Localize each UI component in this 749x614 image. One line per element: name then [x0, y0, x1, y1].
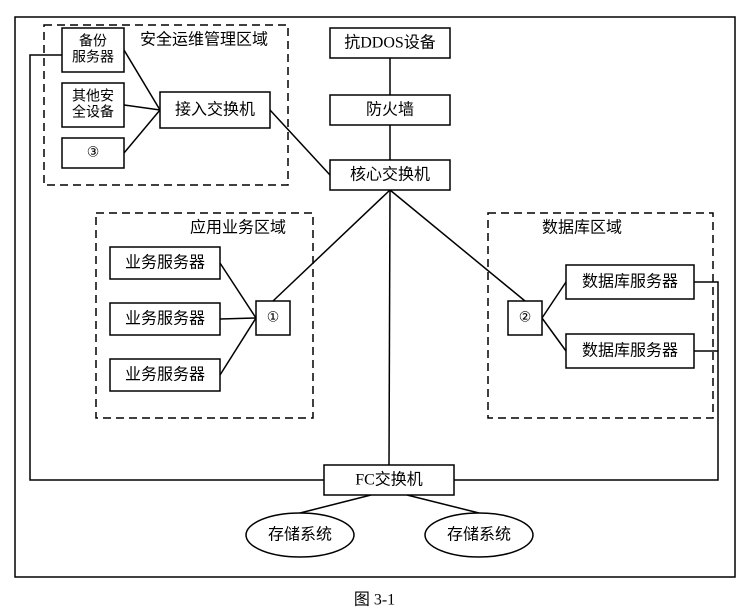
edge — [124, 110, 160, 153]
node-label-biz3: 业务服务器 — [125, 366, 205, 384]
figure-caption: 图 3-1 — [354, 592, 395, 609]
ellipse-label-stor1: 存储系统 — [268, 526, 332, 544]
node-label-db2: 数据库服务器 — [582, 342, 678, 360]
node-label-biz1: 业务服务器 — [125, 254, 205, 272]
node-label-firewall: 防火墙 — [366, 101, 414, 119]
node-label-n2: ② — [519, 311, 532, 326]
edge — [389, 190, 390, 465]
edge — [273, 190, 390, 301]
node-label-n1: ① — [267, 311, 280, 326]
zone-label-db: 数据库区域 — [542, 219, 622, 237]
edge — [542, 282, 566, 318]
edge — [220, 318, 256, 375]
ellipse-label-stor2: 存储系统 — [447, 526, 511, 544]
node-label-backup: 服务器 — [72, 50, 114, 66]
diagram-canvas: 安全运维管理区域应用业务区域 数据库区域 抗DDOS设备防火墙核心交换机 备份服务器其… — [0, 0, 749, 614]
node-label-db1: 数据库服务器 — [582, 273, 678, 291]
node-label-core_sw: 核心交换机 — [350, 166, 430, 184]
node-label-circ3: ③ — [87, 146, 100, 161]
node-label-backup: 备份 — [79, 33, 107, 50]
edge — [454, 282, 718, 480]
node-label-access_sw: 接入交换机 — [175, 101, 255, 119]
zone-label-app: 应用业务区域 — [190, 218, 286, 237]
edge — [220, 263, 256, 318]
edge — [542, 318, 566, 351]
node-label-anti_ddos: 抗DDOS设备 — [344, 34, 436, 52]
edge — [407, 495, 479, 513]
edge — [270, 110, 330, 175]
node-label-biz2: 业务服务器 — [125, 310, 205, 328]
edge — [124, 50, 160, 110]
edge — [390, 190, 525, 301]
edge — [300, 495, 371, 513]
edge — [220, 318, 256, 319]
node-label-other_sec: 全设备 — [72, 104, 114, 121]
node-label-other_sec: 其他安 — [72, 89, 114, 105]
edge — [124, 105, 160, 110]
zone-label-sec: 安全运维管理区域 — [140, 31, 268, 49]
node-label-fc_sw: FC交换机 — [355, 471, 423, 489]
